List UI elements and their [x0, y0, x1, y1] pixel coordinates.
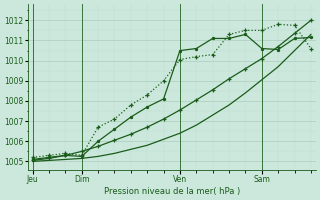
X-axis label: Pression niveau de la mer( hPa ): Pression niveau de la mer( hPa )	[104, 187, 240, 196]
